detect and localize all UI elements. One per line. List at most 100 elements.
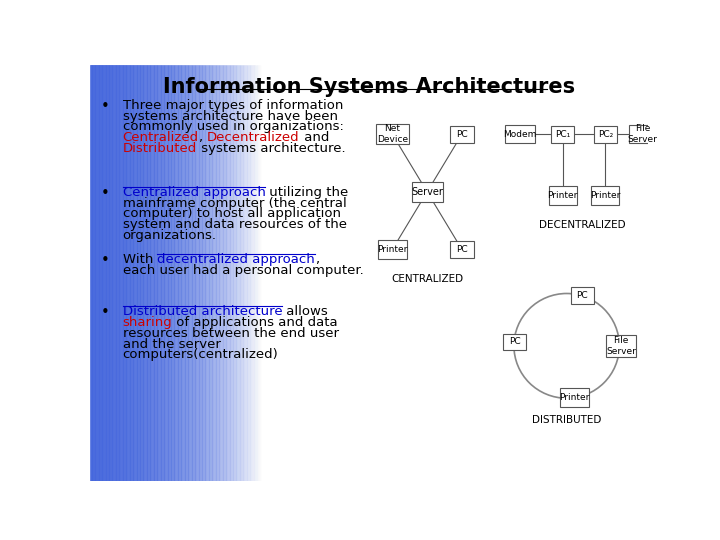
Bar [181, 65, 182, 481]
Bar [570, 287, 594, 304]
Bar [170, 65, 171, 481]
Bar [238, 65, 239, 481]
Bar [128, 65, 129, 481]
Text: mainframe computer (the central: mainframe computer (the central [122, 197, 346, 210]
Bar [190, 65, 191, 481]
Bar [175, 65, 176, 481]
Bar [90, 65, 91, 481]
Bar [233, 65, 234, 481]
Text: •: • [101, 253, 109, 268]
Bar [222, 65, 223, 481]
Text: PC: PC [509, 338, 521, 347]
Bar [172, 65, 173, 481]
Bar [112, 65, 113, 481]
Bar [177, 65, 178, 481]
Bar [111, 65, 112, 481]
Text: Distributed: Distributed [122, 142, 197, 155]
Bar [161, 65, 162, 481]
Bar [192, 65, 193, 481]
Bar [98, 65, 99, 481]
Bar [223, 65, 224, 481]
Bar [229, 65, 230, 481]
Bar [451, 241, 474, 258]
Bar [255, 65, 256, 481]
Text: and the server: and the server [122, 338, 220, 350]
Bar [226, 65, 228, 481]
Text: File
Server: File Server [628, 124, 657, 144]
Bar [376, 124, 408, 144]
Text: Printer: Printer [590, 191, 621, 200]
Text: DECENTRALIZED: DECENTRALIZED [539, 220, 626, 231]
Bar [183, 65, 184, 481]
Bar [153, 65, 154, 481]
Bar [114, 65, 116, 481]
Bar [234, 65, 235, 481]
Bar [230, 65, 231, 481]
Bar [129, 65, 130, 481]
Bar [110, 65, 111, 481]
Bar [187, 65, 188, 481]
Bar [412, 182, 443, 202]
Bar [132, 65, 133, 481]
Bar [254, 65, 255, 481]
Text: allows: allows [282, 305, 328, 318]
Bar [156, 65, 157, 481]
Bar [113, 65, 114, 481]
Bar [120, 65, 121, 481]
Bar [188, 65, 189, 481]
Bar [211, 65, 212, 481]
Bar [179, 65, 180, 481]
Bar [173, 65, 174, 481]
Bar [149, 65, 150, 481]
Bar [147, 65, 148, 481]
Bar [218, 65, 219, 481]
Text: •: • [101, 305, 109, 320]
Bar [203, 65, 204, 481]
Bar [171, 65, 172, 481]
Bar [231, 65, 232, 481]
Text: Printer: Printer [548, 191, 578, 200]
Bar [551, 126, 575, 143]
Bar [253, 65, 254, 481]
Text: File
Server: File Server [606, 336, 636, 355]
Text: Centralized approach: Centralized approach [122, 186, 266, 199]
Bar [242, 65, 243, 481]
Bar [503, 334, 526, 350]
Bar [217, 65, 218, 481]
Text: of applications and data: of applications and data [172, 316, 338, 329]
Bar [451, 126, 474, 143]
Bar [200, 65, 201, 481]
Text: commonly used in organizations:: commonly used in organizations: [122, 120, 343, 133]
Bar [140, 65, 141, 481]
Bar [162, 65, 163, 481]
Bar [155, 65, 156, 481]
Bar [208, 65, 209, 481]
Text: Net
Device: Net Device [377, 124, 408, 144]
Text: Information Systems Architectures: Information Systems Architectures [163, 77, 575, 97]
Bar [151, 65, 152, 481]
Bar [236, 65, 238, 481]
Bar [213, 65, 214, 481]
Bar [549, 186, 577, 205]
Bar [245, 65, 246, 481]
Text: PC₂: PC₂ [598, 130, 613, 139]
Bar [150, 65, 151, 481]
Bar [136, 65, 137, 481]
Bar [258, 65, 259, 481]
Bar [92, 65, 93, 481]
Bar [207, 65, 208, 481]
Bar [118, 65, 119, 481]
Bar [117, 65, 118, 481]
Bar [174, 65, 175, 481]
Bar [97, 65, 98, 481]
Text: PC: PC [456, 245, 468, 254]
Bar [182, 65, 183, 481]
Bar [195, 65, 196, 481]
Bar [249, 65, 250, 481]
Text: systems architecture.: systems architecture. [197, 142, 346, 155]
Bar [158, 65, 159, 481]
Bar [206, 65, 207, 481]
Bar [591, 186, 619, 205]
Bar [159, 65, 160, 481]
Text: With: With [122, 253, 157, 266]
